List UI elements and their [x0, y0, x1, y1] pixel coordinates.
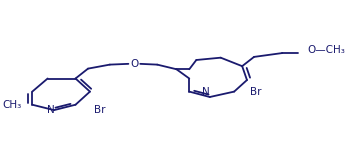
Text: N: N	[202, 87, 210, 97]
Text: Br: Br	[94, 105, 105, 115]
Text: CH₃: CH₃	[3, 100, 22, 110]
Text: N: N	[47, 105, 55, 115]
Text: O: O	[130, 59, 138, 69]
Text: O—CH₃: O—CH₃	[308, 45, 346, 55]
Text: Br: Br	[250, 87, 262, 97]
